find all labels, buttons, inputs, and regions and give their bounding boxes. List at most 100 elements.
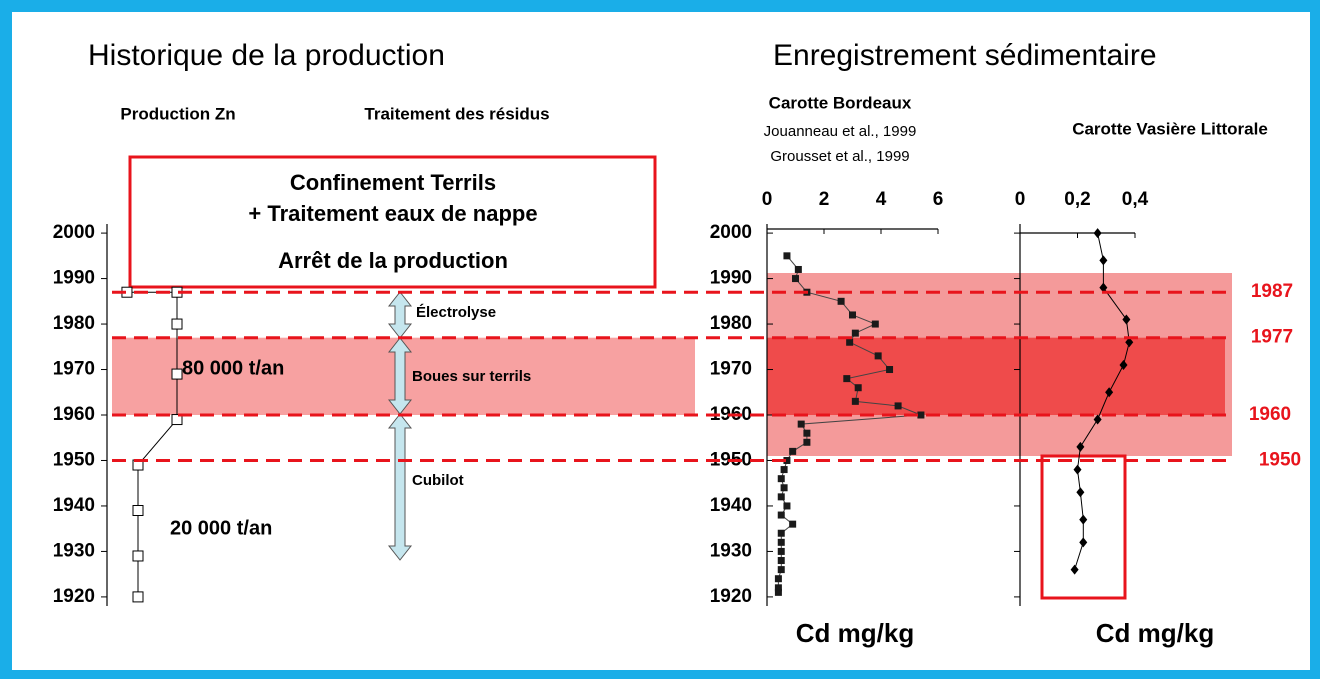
marker-label: 1960 — [1249, 404, 1291, 425]
y-tick-label: 1930 — [710, 540, 752, 561]
data-point — [894, 402, 902, 410]
y-tick-label: 1940 — [710, 495, 752, 516]
data-point — [777, 547, 785, 555]
double-arrow — [387, 413, 413, 561]
x-tick-label: 0,2 — [1064, 189, 1090, 210]
x-axis-label: Cd mg/kg — [796, 618, 914, 648]
data-point — [171, 318, 183, 330]
data-point — [803, 429, 811, 437]
data-point — [1079, 514, 1088, 525]
data-point — [777, 529, 785, 537]
marker-label: 1977 — [1251, 327, 1293, 348]
y-tick-label: 1980 — [53, 313, 95, 334]
data-point — [783, 456, 791, 464]
annotation: 20 000 t/an — [170, 517, 272, 539]
y-tick-label: 1970 — [710, 359, 752, 380]
data-point — [917, 411, 925, 419]
data-point — [1079, 537, 1088, 548]
x-tick-label: 6 — [933, 189, 944, 210]
box-text: Arrêt de la production — [278, 248, 508, 273]
data-point — [1125, 337, 1134, 348]
data-point — [1070, 564, 1079, 575]
data-point — [792, 275, 799, 283]
y-tick-label: 1990 — [53, 268, 95, 289]
x-tick-label: 2 — [819, 189, 830, 210]
data-point — [171, 368, 183, 380]
x-axis-label: Cd mg/kg — [1096, 618, 1214, 648]
y-tick-label: 1960 — [53, 404, 95, 425]
data-point — [797, 420, 805, 428]
data-point — [1119, 359, 1128, 370]
x-tick-label: 0 — [1015, 189, 1026, 210]
data-point — [1093, 414, 1102, 425]
data-point — [774, 588, 782, 596]
data-point — [851, 397, 859, 405]
y-tick-label: 2000 — [53, 222, 95, 243]
data-point — [777, 557, 785, 565]
data-point — [132, 550, 144, 562]
data-point — [789, 447, 797, 455]
data-point — [780, 484, 788, 492]
annotation: Cubilot — [412, 472, 464, 489]
data-point — [171, 414, 183, 426]
data-point — [854, 384, 862, 392]
box-text: + Traitement eaux de nappe — [248, 201, 537, 226]
y-tick-label: 1980 — [710, 313, 752, 334]
data-point — [774, 584, 782, 592]
y-tick-label: 2000 — [710, 222, 752, 243]
data-point — [780, 466, 788, 474]
marker-label: 1950 — [1259, 449, 1301, 470]
data-point — [1099, 255, 1108, 266]
annotation: Boues sur terrils — [412, 368, 531, 385]
data-point — [1122, 314, 1131, 325]
data-point — [837, 297, 845, 305]
left-title: Historique de la production — [88, 39, 445, 72]
chart-title: Carotte Vasière Littorale — [1072, 119, 1268, 138]
x-tick-label: 0,4 — [1122, 189, 1149, 210]
box-text: Confinement Terrils — [290, 170, 496, 195]
data-point — [1076, 441, 1085, 452]
data-point — [777, 538, 785, 546]
data-point — [1105, 387, 1114, 398]
y-tick-label: 1990 — [710, 268, 752, 289]
data-point — [794, 265, 802, 273]
data-point — [874, 352, 882, 360]
chart-title: Carotte Bordeaux — [769, 93, 912, 112]
y-tick-label: 1950 — [53, 449, 95, 470]
data-point — [851, 329, 859, 337]
data-point — [871, 320, 879, 328]
x-tick-label: 0 — [762, 189, 773, 210]
y-tick-label: 1920 — [710, 586, 752, 607]
y-tick-label: 1920 — [53, 586, 95, 607]
data-point — [777, 566, 785, 574]
annotation: 80 000 t/an — [182, 357, 284, 379]
data-point — [783, 502, 791, 510]
right-title: Enregistrement sédimentaire — [773, 39, 1157, 72]
data-point — [1093, 228, 1102, 239]
data-point — [774, 575, 782, 583]
data-point — [777, 475, 785, 483]
y-tick-label: 1940 — [53, 495, 95, 516]
data-point — [1073, 464, 1082, 475]
data-point — [783, 252, 791, 260]
treatment-header: Traitement des résidus — [364, 104, 549, 123]
data-point — [1076, 487, 1085, 498]
data-point — [777, 493, 785, 501]
data-point — [886, 366, 894, 374]
marker-label: 1987 — [1251, 281, 1293, 302]
y-tick-label: 1970 — [53, 359, 95, 380]
data-point — [843, 375, 851, 383]
data-point — [777, 511, 785, 519]
chart-subtitle: Grousset et al., 1999 — [770, 148, 909, 165]
dark-band — [767, 337, 1225, 415]
measures-box — [128, 155, 657, 289]
data-point — [846, 338, 854, 346]
data-point — [803, 438, 811, 446]
annotation: Électrolyse — [416, 304, 496, 321]
data-point — [1099, 282, 1108, 293]
data-point — [849, 311, 856, 319]
data-point — [789, 520, 797, 528]
data-point — [132, 505, 144, 516]
data-point — [132, 591, 144, 603]
